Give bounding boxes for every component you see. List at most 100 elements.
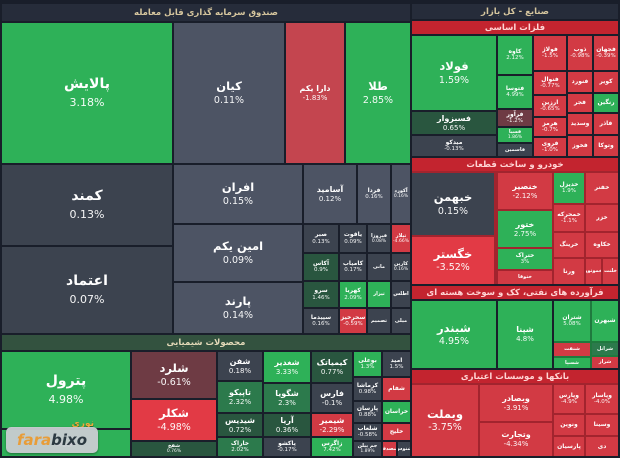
tile[interactable]: فنوال -0.77%	[534, 72, 566, 94]
tile[interactable]: شگویا 2.3%	[264, 384, 310, 412]
tile[interactable]: شبندر 4.95%	[412, 301, 496, 368]
tile[interactable]: شیمیر -2.29%	[312, 414, 352, 436]
tile[interactable]: شصدف	[383, 442, 396, 456]
tile[interactable]: خکاوه	[586, 233, 618, 257]
tile[interactable]: آکاس 0.9%	[304, 254, 338, 280]
tile[interactable]: پارسیان	[554, 437, 584, 456]
tile[interactable]: خگستر -3.52%	[412, 237, 494, 284]
tile[interactable]: خفنر	[586, 173, 618, 203]
tile[interactable]: رنگین	[594, 94, 618, 112]
tile[interactable]: دی	[586, 437, 618, 456]
tile[interactable]: شفخ 0.76%	[132, 442, 216, 456]
tile[interactable]: کارین 0.16%	[392, 254, 410, 280]
tile[interactable]: سرو 1.46%	[304, 282, 338, 307]
tile[interactable]: تیزار	[368, 282, 390, 307]
tile[interactable]: فاذر	[594, 114, 618, 134]
tile[interactable]: خلیج	[383, 424, 410, 440]
tile[interactable]: شنوس	[398, 442, 410, 456]
tile[interactable]: یاقوت 0.09%	[340, 225, 366, 252]
tile[interactable]: شفام	[383, 378, 410, 400]
tile[interactable]: شراز	[592, 357, 618, 368]
tile[interactable]: فرآور -1.2%	[498, 110, 532, 126]
tile[interactable]: وسینا	[586, 415, 618, 435]
tile[interactable]: وتوکا	[594, 136, 618, 156]
tile[interactable]: تاپیکو 2.32%	[218, 382, 262, 412]
tile[interactable]: کهربا 2.09%	[340, 282, 366, 307]
tile[interactable]: فروی -1.0%	[534, 138, 566, 156]
tile[interactable]: خموتور	[586, 259, 601, 284]
tile[interactable]: امین یکم 0.09%	[174, 225, 302, 281]
tile[interactable]: شلرد -0.61%	[132, 352, 216, 398]
tile[interactable]: دارا یکم -1.83%	[286, 23, 344, 163]
tile[interactable]: فتوسا 4.99%	[498, 76, 532, 108]
tile[interactable]: شیدیس 0.72%	[218, 414, 262, 436]
tile[interactable]: امید 1.5%	[383, 352, 410, 376]
tile[interactable]: فاسمین	[498, 144, 532, 156]
tile[interactable]: ونوین	[554, 415, 584, 435]
tile[interactable]: افران 0.15%	[174, 165, 302, 223]
tile[interactable]: خبهمن 0.15%	[412, 173, 494, 235]
tile[interactable]: شلعاب -0.58%	[354, 424, 381, 440]
tile[interactable]: فولاژ -1.5%	[534, 36, 566, 70]
tile[interactable]: آریا 0.36%	[264, 414, 310, 436]
tile[interactable]: پارسان 0.88%	[354, 402, 381, 422]
tile[interactable]: کویر	[594, 72, 618, 92]
tile[interactable]: ختراک 3%	[498, 249, 552, 269]
tile[interactable]: فخوز	[568, 136, 592, 156]
tile[interactable]: جم پیلن 1.89%	[354, 442, 381, 456]
tile[interactable]: شرانل	[592, 343, 618, 355]
tile[interactable]: فیروزا 0.08%	[368, 225, 390, 252]
tile[interactable]: کیان 0.11%	[174, 23, 284, 163]
tile[interactable]: شسپا	[554, 358, 590, 368]
tile[interactable]: خراسان	[383, 402, 410, 422]
tile[interactable]: کمند 0.13%	[2, 165, 172, 245]
tile[interactable]: کیمیاتک 0.77%	[312, 352, 352, 382]
tile[interactable]: فردا 0.16%	[358, 165, 390, 223]
tile[interactable]: اطلس	[392, 282, 410, 307]
tile[interactable]: ختوقا	[498, 271, 552, 284]
tile[interactable]: فجر	[568, 94, 592, 112]
tile[interactable]: هرمز -0.7%	[534, 118, 566, 136]
tile[interactable]: خدیزل 1.9%	[554, 173, 584, 203]
tile[interactable]: پترول 4.98%	[2, 352, 130, 428]
tile[interactable]: خنصیر -2.12%	[498, 173, 552, 209]
tile[interactable]: فنورد	[568, 72, 592, 92]
tile[interactable]: شنفت	[554, 343, 590, 356]
tile[interactable]: خرینگ	[554, 233, 584, 257]
tile[interactable]: شغدیر 3.33%	[264, 352, 310, 382]
tile[interactable]: وپاسار -4.0%	[586, 385, 618, 413]
tile[interactable]: صبر 0.13%	[304, 225, 338, 252]
tile[interactable]: ورنا	[554, 259, 584, 284]
tile[interactable]: تیلار -4.66%	[392, 225, 410, 252]
tile[interactable]: ذوب -0.98%	[568, 36, 592, 70]
tile[interactable]: شفن 0.18%	[218, 352, 262, 380]
tile[interactable]: خلنت	[603, 259, 618, 284]
tile[interactable]: شتران 5.08%	[554, 301, 590, 341]
tile[interactable]: زاگرس 7.42%	[312, 438, 352, 456]
tile[interactable]: ختور 2.75%	[498, 211, 552, 247]
tile[interactable]: شبهرن	[592, 301, 618, 341]
tile[interactable]: فسپا 1.86%	[498, 128, 532, 142]
tile[interactable]: فجهان -0.39%	[594, 36, 618, 70]
tile[interactable]: سحرخیز -0.59%	[340, 309, 366, 333]
tile[interactable]: آکورد 0.16%	[392, 165, 410, 223]
tile[interactable]: کاوه 2.12%	[498, 36, 532, 74]
tile[interactable]: ارزین -0.65%	[534, 96, 566, 116]
tile[interactable]: اعتماد 0.07%	[2, 247, 172, 333]
tile[interactable]: وسدید	[568, 114, 592, 134]
tile[interactable]: فسبزوار 0.65%	[412, 112, 496, 134]
tile[interactable]: خمحرکه -1.1%	[554, 205, 584, 231]
tile[interactable]: میلی	[392, 309, 410, 333]
tile[interactable]: میدکو -0.13%	[412, 136, 496, 156]
tile[interactable]: سپیدما 0.16%	[304, 309, 338, 333]
tile[interactable]: شپنا 4.8%	[498, 301, 552, 368]
tile[interactable]: شکلر -4.98%	[132, 400, 216, 440]
tile[interactable]: وتجارت -4.34%	[480, 423, 552, 456]
tile[interactable]: خاراک 2.02%	[218, 438, 262, 456]
tile[interactable]: وبملت -3.75%	[412, 385, 478, 456]
tile[interactable]: کامیاب 0.17%	[340, 254, 366, 280]
tile[interactable]: مانی	[368, 254, 390, 280]
tile[interactable]: آسامید 0.12%	[304, 165, 356, 223]
tile[interactable]: پالایش 3.18%	[2, 23, 172, 163]
tile[interactable]: طلا 2.85%	[346, 23, 410, 163]
